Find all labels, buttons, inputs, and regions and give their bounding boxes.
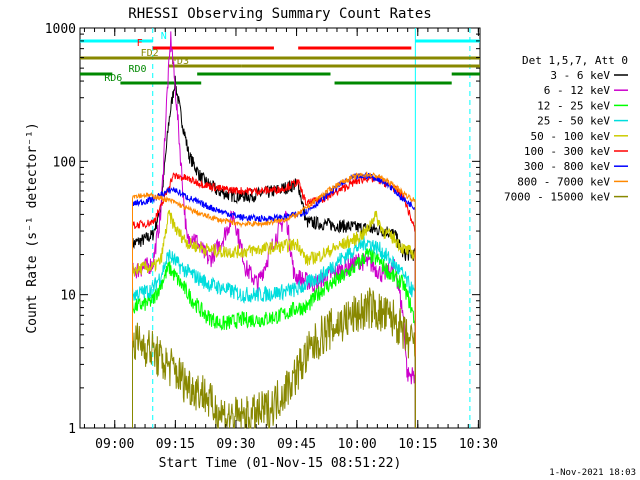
y-tick-label-0: 1: [68, 422, 76, 437]
time-markers: [152, 28, 471, 428]
x-tick-label-2: 09:30: [216, 437, 255, 452]
legend-label-2: 12 - 25 keV: [537, 99, 610, 112]
x-tick-label-1: 09:15: [156, 437, 195, 452]
flag-label-fd3: FD3: [171, 56, 189, 67]
flag-label-f: F: [137, 38, 143, 49]
y-tick-label-3: 1000: [45, 22, 76, 37]
legend-label-5: 100 - 300 keV: [524, 145, 610, 158]
y-axis-label: Count Rate (s⁻¹ detector⁻¹): [25, 122, 40, 333]
series-line-4: [132, 209, 416, 429]
legend: Det 1,5,7, Att 0 3 - 6 keV 6 - 12 keV 12 -…: [504, 54, 628, 204]
flag-label-rd0: RD0: [128, 64, 146, 75]
series-line-5: [132, 172, 416, 429]
series-lines: [132, 31, 416, 429]
x-tick-label-5: 10:15: [398, 437, 437, 452]
legend-label-6: 300 - 800 keV: [524, 160, 610, 173]
x-tick-label-0: 09:00: [95, 437, 134, 452]
x-tick-label-4: 10:00: [338, 437, 377, 452]
flag-label-fd2: FD2: [141, 48, 159, 59]
legend-header: Det 1,5,7, Att 0: [522, 54, 628, 67]
series-line-3: [132, 235, 416, 429]
legend-label-0: 3 - 6 keV: [550, 69, 610, 82]
y-tick-label-1: 10: [60, 289, 76, 304]
x-tick-label-3: 09:45: [277, 437, 316, 452]
legend-label-7: 800 - 7000 keV: [517, 175, 610, 188]
series-line-7: [132, 171, 416, 429]
y-tick-label-2: 100: [53, 155, 76, 170]
axes: 1 10 100 1000 09:00 09:15 09:30 09:45 10:00 10:15…: [45, 22, 498, 452]
x-tick-label-6: 10:30: [459, 437, 498, 452]
flag-label-n: N: [161, 31, 167, 42]
legend-label-8: 7000 - 15000 keV: [504, 191, 610, 204]
legend-label-3: 25 - 50 keV: [537, 115, 610, 128]
series-line-8: [132, 287, 416, 429]
flag-label-rd6: RD6: [104, 73, 122, 84]
chart-title: RHESSI Observing Summary Count Rates: [128, 6, 431, 22]
x-axis-label: Start Time (01-Nov-15 08:51:22): [159, 456, 402, 471]
series-line-2: [132, 248, 416, 429]
plot-frame: [79, 27, 481, 429]
legend-label-4: 50 - 100 keV: [531, 130, 611, 143]
legend-label-1: 6 - 12 keV: [544, 84, 611, 97]
timestamp-stamp: 1-Nov-2021 18:03: [549, 468, 636, 478]
